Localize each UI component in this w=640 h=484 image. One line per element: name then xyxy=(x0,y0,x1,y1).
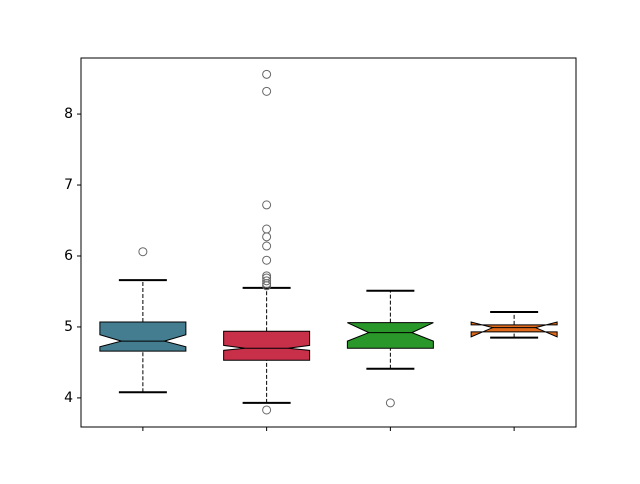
y-tick-label: 5 xyxy=(64,319,73,335)
outlier xyxy=(262,241,272,251)
y-tick-label: 6 xyxy=(64,248,73,264)
outlier xyxy=(262,281,272,291)
box xyxy=(99,321,187,352)
y-tick-label: 7 xyxy=(64,177,73,193)
box xyxy=(346,322,434,349)
y-tick-label: 4 xyxy=(64,390,73,406)
outlier xyxy=(262,200,272,210)
plot-frame xyxy=(80,57,577,428)
outlier xyxy=(385,398,395,408)
outlier xyxy=(262,232,272,242)
y-tick-label: 8 xyxy=(64,106,73,122)
outlier xyxy=(262,279,272,289)
outlier xyxy=(262,86,272,96)
outlier xyxy=(262,255,272,265)
outlier xyxy=(262,276,272,286)
outlier xyxy=(262,69,272,79)
outlier xyxy=(262,224,272,234)
box xyxy=(223,330,311,361)
outlier xyxy=(262,405,272,415)
outlier xyxy=(138,247,148,257)
box xyxy=(470,321,558,338)
